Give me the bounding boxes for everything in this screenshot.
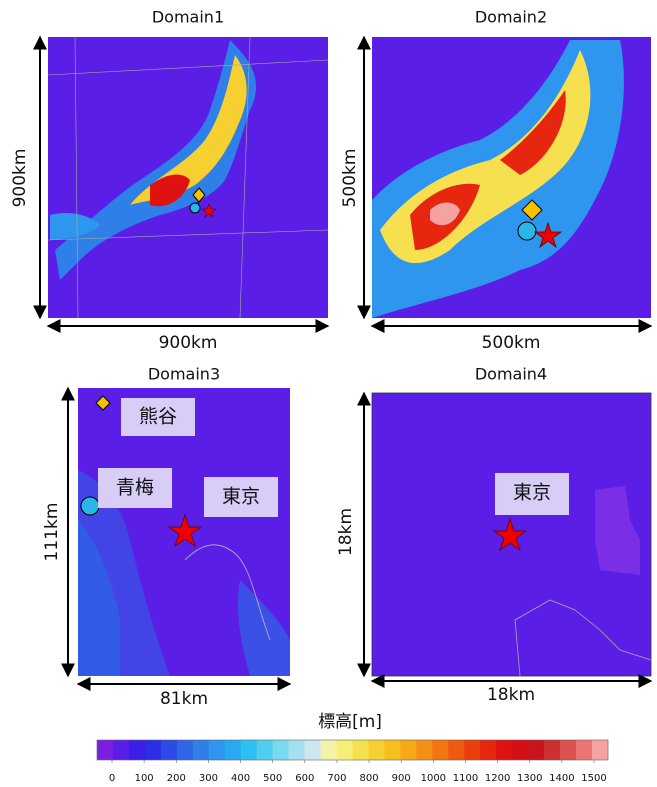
color-swatch: [241, 740, 257, 760]
color-swatch: [145, 740, 161, 760]
color-swatch: [129, 740, 145, 760]
colorbar-tick-label: 600: [295, 773, 314, 784]
colorbar-tick-label: 1100: [453, 773, 478, 784]
color-swatch: [193, 740, 209, 760]
colorbar-tick-label: 100: [135, 773, 154, 784]
panel-title: Domain1: [152, 8, 224, 27]
color-swatch: [289, 740, 305, 760]
color-swatch: [400, 740, 416, 760]
x-axis-label: 900km: [159, 333, 218, 353]
map: [372, 393, 651, 676]
colorbar-tick-label: 300: [199, 773, 218, 784]
color-swatch: [544, 740, 560, 760]
color-swatch: [321, 740, 337, 760]
color-swatch: [209, 740, 225, 760]
panel-title: Domain2: [475, 8, 547, 27]
color-swatch: [225, 740, 241, 760]
color-swatch: [448, 740, 464, 760]
colorbar-tick-label: 800: [360, 773, 379, 784]
place-label: 青梅: [116, 477, 154, 499]
map: [78, 388, 290, 676]
y-axis-label: 111km: [42, 503, 62, 562]
colorbar-tick-label: 1500: [581, 773, 606, 784]
color-swatch: [305, 740, 321, 760]
colorbar-tick-label: 0: [109, 773, 115, 784]
color-swatch: [512, 740, 528, 760]
map: [372, 37, 651, 318]
colorbar-tick-label: 700: [327, 773, 346, 784]
color-swatch: [416, 740, 432, 760]
color-swatch: [257, 740, 273, 760]
x-axis-label: 18km: [487, 685, 535, 705]
color-swatch: [576, 740, 592, 760]
colorbar-tick-label: 1000: [421, 773, 446, 784]
x-axis-label: 500km: [482, 333, 541, 353]
color-swatch: [384, 740, 400, 760]
color-swatch: [560, 740, 576, 760]
color-swatch: [496, 740, 512, 760]
color-swatch: [353, 740, 369, 760]
color-swatch: [177, 740, 193, 760]
colorbar-tick-label: 400: [231, 773, 250, 784]
place-label: 東京: [513, 482, 551, 504]
panel-title: Domain4: [475, 365, 547, 384]
figure: Domain1 900km 900km Domain2 500km 500km …: [0, 0, 657, 787]
color-swatch: [97, 740, 113, 760]
panel-title: Domain3: [148, 365, 220, 384]
place-label: 東京: [222, 486, 260, 508]
color-swatch: [528, 740, 544, 760]
colorbar-label: 標高[m]: [318, 712, 382, 732]
color-swatch: [432, 740, 448, 760]
color-swatch: [113, 740, 129, 760]
y-axis-label: 900km: [10, 149, 30, 208]
x-axis-label: 81km: [160, 689, 208, 709]
color-swatch: [368, 740, 384, 760]
color-swatch: [337, 740, 353, 760]
colorbar-tick-label: 1400: [549, 773, 574, 784]
colorbar-tick-label: 500: [263, 773, 282, 784]
y-axis-label: 18km: [336, 508, 356, 556]
colorbar: 0 100 200 300 400 500 600 700 800 900 1000 1100 1200…: [97, 740, 608, 784]
place-label: 熊谷: [139, 406, 177, 428]
colorbar-tick-label: 900: [392, 773, 411, 784]
color-swatch: [161, 740, 177, 760]
color-swatch: [464, 740, 480, 760]
map: [48, 37, 328, 318]
colorbar-tick-label: 200: [167, 773, 186, 784]
colorbar-tick-label: 1300: [517, 773, 542, 784]
color-swatch: [480, 740, 496, 760]
colorbar-tick-label: 1200: [485, 773, 510, 784]
y-axis-label: 500km: [340, 149, 360, 208]
color-swatch: [273, 740, 289, 760]
color-swatch: [592, 740, 608, 760]
